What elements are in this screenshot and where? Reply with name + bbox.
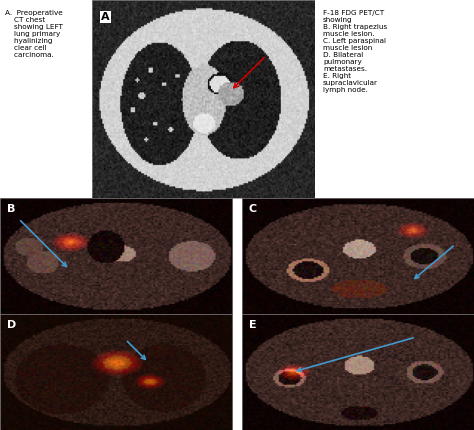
Text: C: C xyxy=(249,204,257,214)
Text: F-18 FDG PET/CT
showing
B. Right trapezius
muscle lesion.
C. Left paraspinal
mus: F-18 FDG PET/CT showing B. Right trapezi… xyxy=(323,10,387,93)
Text: B: B xyxy=(7,204,15,214)
Text: E: E xyxy=(249,320,256,330)
Text: A.  Preoperative
    CT chest
    showing LEFT
    lung primary
    hyalinizing
: A. Preoperative CT chest showing LEFT lu… xyxy=(5,10,63,58)
Text: A: A xyxy=(101,12,110,22)
Text: D: D xyxy=(7,320,16,330)
